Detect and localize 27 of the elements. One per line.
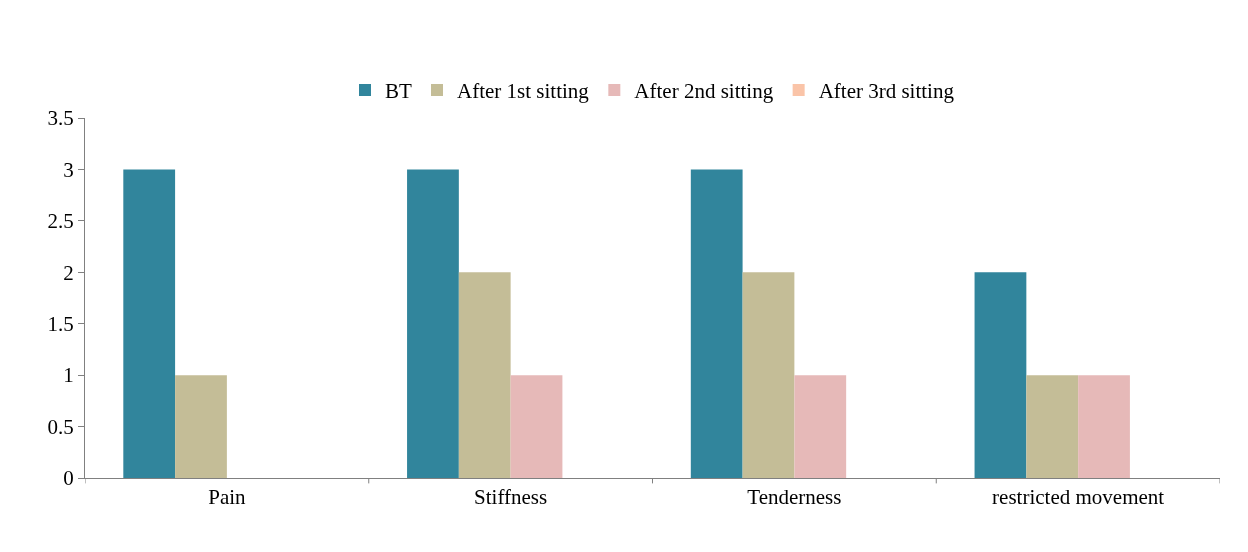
bar <box>1078 375 1130 478</box>
x-tick-label: Tenderness <box>747 485 842 510</box>
legend-label: After 1st sitting <box>457 79 590 104</box>
bar <box>742 272 795 478</box>
bar <box>690 169 743 478</box>
bar <box>1026 375 1079 478</box>
y-tick-label: 2.5 <box>47 209 74 234</box>
bar <box>407 169 459 478</box>
x-tick-label: restricted movement <box>992 485 1165 510</box>
y-tick-label: 0.5 <box>47 414 74 439</box>
bar <box>794 375 847 478</box>
y-tick-label: 0 <box>63 466 74 491</box>
y-tick-label: 1 <box>63 363 74 388</box>
x-tick-label: Pain <box>208 485 247 510</box>
y-tick-label: 3.5 <box>47 106 74 131</box>
bar <box>974 272 1027 478</box>
y-tick-label: 1.5 <box>47 312 74 337</box>
bar <box>175 375 227 478</box>
bar <box>458 272 511 478</box>
x-tick-label: Stiffness <box>474 485 548 510</box>
bar <box>510 375 563 478</box>
legend-label: After 3rd sitting <box>818 79 955 104</box>
legend-label: After 2nd sitting <box>634 79 774 104</box>
legend-label: BT <box>385 79 413 104</box>
y-tick-label: 3 <box>63 157 74 182</box>
bar <box>123 169 176 478</box>
y-tick-label: 2 <box>63 260 74 285</box>
